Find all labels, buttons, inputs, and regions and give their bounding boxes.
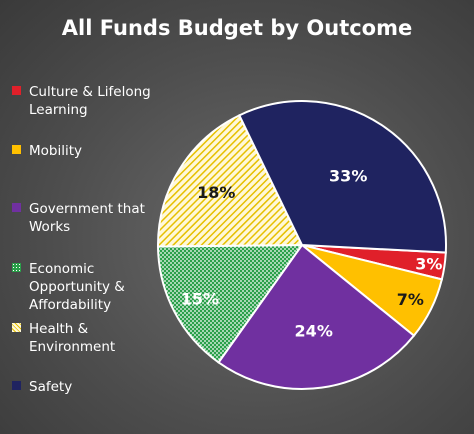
legend-label-government: Government that Works: [29, 201, 145, 235]
pie-slice-economic: [156, 243, 304, 364]
pie-data-labels: 3% 7% 24% 15% 18% 33%: [181, 166, 443, 340]
legend-swatch-government: [12, 203, 21, 212]
legend-label-mobility: Mobility: [29, 143, 83, 159]
legend-label-health: Health & Environment: [29, 321, 116, 355]
legend-swatch-culture: [12, 86, 21, 95]
legend-label-culture: Culture & Lifelong Learning: [29, 84, 151, 118]
data-label-government: 24%: [295, 322, 333, 341]
legend-swatch-mobility: [12, 145, 21, 154]
data-label-economic: 15%: [181, 289, 219, 308]
legend-swatch-health: [12, 323, 21, 332]
pie-slice-health: [157, 114, 304, 248]
data-label-health: 18%: [197, 183, 235, 202]
data-label-culture: 3%: [415, 255, 442, 274]
legend-swatch-safety: [12, 381, 21, 390]
legend-swatch-economic: [12, 263, 21, 272]
chart-title: All Funds Budget by Outcome: [61, 16, 413, 40]
legend-label-economic: Economic Opportunity & Affordability: [29, 261, 125, 313]
legend-label-safety: Safety: [29, 379, 73, 395]
pie-slice-government: [217, 243, 416, 391]
pie-slices: [156, 100, 447, 391]
pie-slice-safety: [237, 100, 447, 254]
data-label-safety: 33%: [329, 166, 367, 185]
data-label-mobility: 7%: [397, 290, 424, 309]
